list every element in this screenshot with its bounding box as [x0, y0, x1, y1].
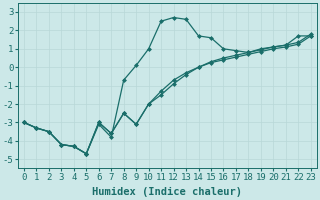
X-axis label: Humidex (Indice chaleur): Humidex (Indice chaleur): [92, 187, 242, 197]
